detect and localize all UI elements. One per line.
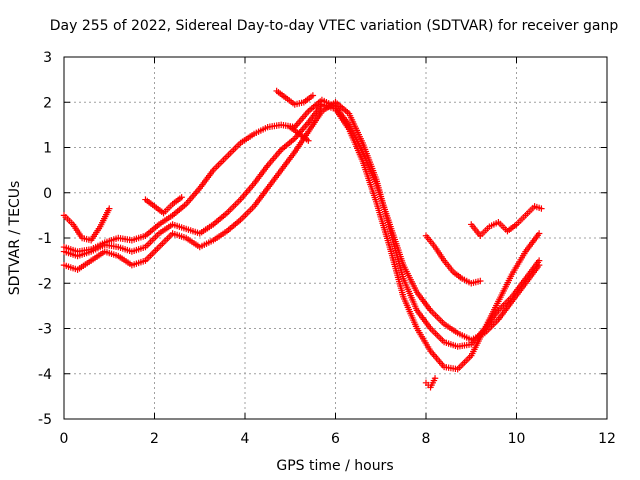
x-tick-label: 8 [422, 431, 431, 447]
chart-title: Day 255 of 2022, Sidereal Day-to-day VTE… [50, 18, 619, 34]
x-tick-label: 0 [60, 431, 69, 447]
x-tick-label: 4 [241, 431, 250, 447]
data-point [178, 194, 185, 201]
x-tick-label: 2 [150, 431, 159, 447]
y-tick-label: -1 [38, 231, 52, 247]
x-tick-label: 6 [331, 431, 340, 447]
y-axis-label: SDTVAR / TECUs [7, 181, 23, 296]
y-tick-label: -3 [38, 322, 52, 338]
data-point [535, 257, 543, 264]
data-point [538, 205, 545, 212]
data-point [431, 375, 439, 382]
data-point [106, 205, 113, 212]
grid [64, 57, 607, 419]
y-tick-label: -2 [38, 276, 52, 292]
x-tick-label: 12 [598, 431, 616, 447]
data-point [305, 137, 312, 144]
data-point [535, 230, 543, 237]
data-point [477, 277, 484, 285]
y-tick-label: -5 [38, 412, 52, 428]
y-tick-label: -4 [38, 367, 52, 383]
x-axis-label: GPS time / hours [276, 458, 393, 474]
y-tick-label: 2 [43, 95, 52, 111]
data-point [309, 92, 317, 99]
y-tick-label: 1 [43, 141, 52, 157]
data-marks [60, 87, 545, 391]
x-tick-label: 10 [508, 431, 526, 447]
y-tick-label: 0 [43, 186, 52, 202]
y-tick-label: 3 [43, 50, 52, 66]
